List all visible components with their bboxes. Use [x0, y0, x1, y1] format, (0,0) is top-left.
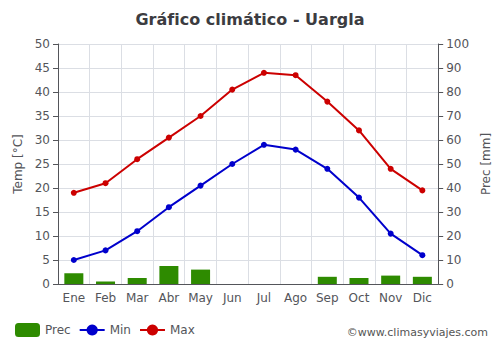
svg-text:70: 70	[446, 109, 461, 123]
svg-text:50: 50	[446, 157, 461, 171]
svg-text:50: 50	[35, 37, 50, 51]
svg-text:45: 45	[35, 61, 50, 75]
svg-text:40: 40	[35, 85, 50, 99]
svg-text:Min: Min	[110, 323, 131, 337]
svg-text:Oct: Oct	[349, 291, 370, 305]
svg-text:100: 100	[446, 37, 469, 51]
svg-text:35: 35	[35, 109, 50, 123]
svg-text:Nov: Nov	[379, 291, 402, 305]
svg-text:Ene: Ene	[63, 291, 86, 305]
svg-text:Jun: Jun	[222, 291, 242, 305]
svg-text:15: 15	[35, 205, 50, 219]
svg-text:10: 10	[35, 229, 50, 243]
svg-text:Prec [mm]: Prec [mm]	[479, 133, 493, 195]
svg-text:Mar: Mar	[126, 291, 149, 305]
svg-text:40: 40	[446, 181, 461, 195]
svg-text:Gráfico climático - Uargla: Gráfico climático - Uargla	[135, 10, 364, 29]
svg-text:0: 0	[446, 277, 454, 291]
svg-text:5: 5	[42, 253, 50, 267]
svg-text:Max: Max	[170, 323, 195, 337]
svg-text:30: 30	[446, 205, 461, 219]
svg-text:Dic: Dic	[413, 291, 432, 305]
svg-text:Temp [°C]: Temp [°C]	[11, 134, 25, 195]
svg-text:Feb: Feb	[95, 291, 116, 305]
svg-text:Abr: Abr	[159, 291, 180, 305]
svg-text:May: May	[188, 291, 213, 305]
svg-text:80: 80	[446, 85, 461, 99]
svg-text:20: 20	[35, 181, 50, 195]
svg-text:20: 20	[446, 229, 461, 243]
svg-text:Prec: Prec	[45, 323, 71, 337]
svg-text:0: 0	[42, 277, 50, 291]
svg-text:Sep: Sep	[316, 291, 339, 305]
svg-text:10: 10	[446, 253, 461, 267]
svg-text:Ago: Ago	[284, 291, 307, 305]
svg-text:60: 60	[446, 133, 461, 147]
svg-text:25: 25	[35, 157, 50, 171]
svg-text:Jul: Jul	[256, 291, 271, 305]
svg-text:©www.climasyviajes.com: ©www.climasyviajes.com	[347, 326, 488, 339]
svg-text:90: 90	[446, 61, 461, 75]
svg-text:30: 30	[35, 133, 50, 147]
